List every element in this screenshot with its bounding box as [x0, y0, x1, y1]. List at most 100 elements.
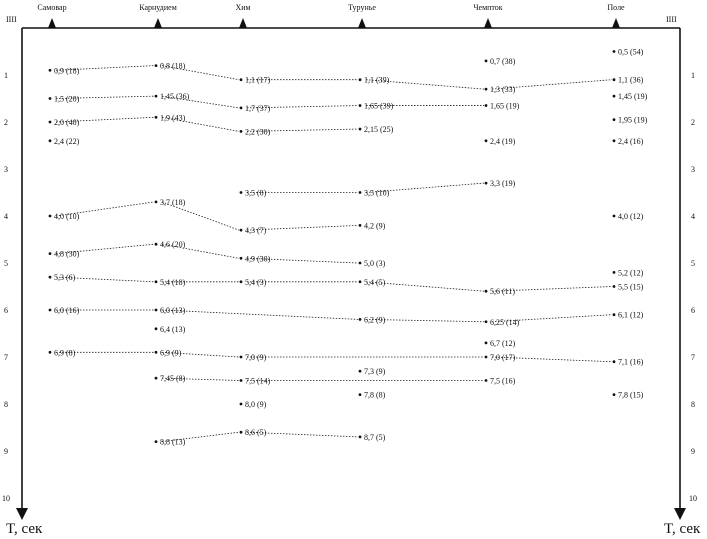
point-a7-dot: [48, 275, 52, 279]
station-3-name: Турунье: [348, 3, 376, 12]
station-1-marker: [154, 18, 162, 28]
point-f2-dot: [612, 78, 616, 82]
point-a8-dot: [48, 308, 52, 312]
link-e2-f2: [491, 79, 613, 90]
point-e8-dot: [484, 341, 488, 345]
point-c5-dot: [239, 228, 243, 232]
point-d11-label: 8,7 (5): [364, 433, 386, 442]
point-d4-label: 3,5 (10): [364, 189, 390, 198]
tick-left-5: 5: [4, 259, 8, 268]
point-b9-label: 6,9 (9): [160, 348, 182, 357]
point-b1-dot: [154, 64, 158, 67]
point-b7-dot: [154, 308, 158, 312]
point-d11-dot: [358, 435, 362, 439]
tick-right-10: 10: [689, 494, 697, 503]
point-b3-label: 1,9 (43): [160, 113, 186, 122]
point-a2-label: 1,5 (20): [54, 95, 80, 104]
point-d8-label: 6,2 (9): [364, 315, 386, 324]
station-0-name: Самовар: [37, 3, 66, 12]
link-b10-c9: [161, 377, 240, 381]
point-c8-dot: [239, 355, 243, 359]
tick-right-3: 3: [691, 165, 695, 174]
point-c9-label: 7,5 (14): [245, 377, 271, 386]
point-c4-dot: [239, 191, 243, 194]
link-a1-b1: [55, 65, 155, 71]
station-4-name: Чемпток: [473, 3, 502, 12]
point-f4-dot: [612, 118, 616, 122]
point-b2-label: 1,45 (36): [160, 92, 190, 101]
point-f2-label: 1,1 (36): [618, 76, 644, 85]
point-b3-dot: [154, 115, 158, 119]
tick-left-6: 6: [4, 306, 8, 315]
point-e4-dot: [484, 139, 488, 143]
point-d8-dot: [358, 318, 362, 321]
point-a9-label: 6,9 (8): [54, 348, 76, 357]
point-b10-label: 7,45 (8): [160, 374, 186, 383]
point-f3-label: 1,45 (19): [618, 92, 648, 101]
link-c3-d3: [246, 128, 359, 132]
tick-left-3: 3: [4, 165, 8, 174]
point-b8-label: 6,4 (13): [160, 325, 186, 334]
point-b6-dot: [154, 280, 158, 284]
point-f3-dot: [612, 94, 616, 98]
point-f11-dot: [612, 393, 616, 396]
point-c4-label: 3,5 (8): [245, 189, 267, 198]
point-d7-dot: [358, 280, 362, 284]
point-f5-label: 2,4 (16): [618, 137, 644, 146]
point-e1-label: 0,7 (38): [490, 57, 516, 66]
point-e5-dot: [484, 181, 488, 185]
right-axis-arrow: [674, 508, 686, 520]
link-b3-c3: [161, 116, 240, 132]
point-b11-label: 8,8 (13): [160, 438, 186, 447]
station-markers: Самовар Карнудием Хим Турунье Чемпток Поле: [37, 3, 625, 28]
tick-right-2: 2: [691, 118, 695, 127]
point-b4-dot: [154, 200, 158, 204]
tick-right-9: 9: [691, 447, 695, 456]
point-c8-label: 7,0 (9): [245, 353, 267, 362]
point-a6-label: 4,8 (30): [54, 250, 80, 259]
tick-right-5: 5: [691, 259, 695, 268]
point-a1-dot: [48, 68, 52, 72]
link-c2-d2: [246, 105, 359, 109]
link-b11-c11: [161, 431, 240, 442]
point-b10-dot: [154, 376, 158, 380]
point-e8-label: 6,7 (12): [490, 339, 516, 348]
point-e1-dot: [484, 59, 488, 63]
tick-right-7: 7: [691, 353, 695, 362]
point-d10-dot: [358, 393, 362, 396]
point-c5-label: 4,3 (7): [245, 226, 267, 235]
point-d1-dot: [358, 78, 362, 82]
station-3-marker: [358, 18, 366, 28]
point-b1-label: 0,8 (18): [160, 62, 186, 71]
point-c10-label: 8,0 (9): [245, 400, 267, 409]
point-e2-label: 1,3 (33): [490, 85, 516, 94]
point-c1-label: 1,1 (17): [245, 76, 271, 85]
point-e9-dot: [484, 355, 488, 359]
point-f8-label: 5,5 (15): [618, 283, 644, 292]
point-f4-label: 1,95 (19): [618, 116, 648, 125]
point-f5-dot: [612, 139, 616, 143]
point-a3-label: 2,0 (40): [54, 118, 80, 127]
point-e9-label: 7,0 (17): [490, 353, 516, 362]
link-a7-b6: [55, 276, 155, 283]
point-d3-dot: [358, 127, 362, 131]
link-b5-c6: [161, 243, 240, 259]
point-c6-dot: [239, 256, 243, 260]
point-c10-dot: [239, 402, 243, 406]
tick-right-6: 6: [691, 306, 695, 315]
tick-left-1: 1: [4, 71, 8, 80]
point-f9-dot: [612, 313, 616, 317]
point-d6-label: 5,0 (3): [364, 259, 386, 268]
station-2-marker: [239, 18, 247, 28]
point-a8-label: 6,0 (16): [54, 306, 80, 315]
point-d3-label: 2,15 (25): [364, 125, 394, 134]
point-b6-label: 5,4 (18): [160, 278, 186, 287]
point-c3-dot: [239, 130, 243, 133]
station-1-name: Карнудием: [139, 3, 177, 12]
point-e10-dot: [484, 379, 488, 382]
point-d4-dot: [358, 191, 362, 194]
point-f9-label: 6,1 (12): [618, 311, 644, 320]
point-b8-dot: [154, 327, 158, 331]
point-d2-dot: [358, 104, 362, 107]
